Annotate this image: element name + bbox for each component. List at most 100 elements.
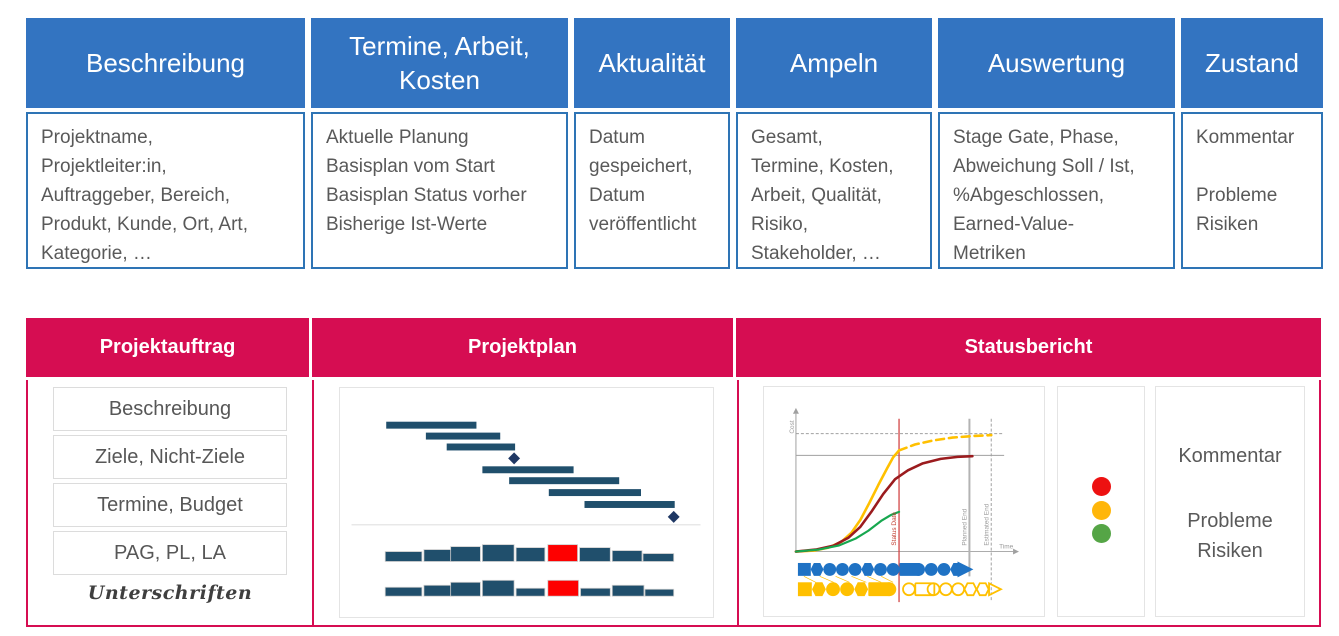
gantt-bar [482,466,574,474]
gantt-bar [425,432,501,440]
top-table: Beschreibung Termine, Arbeit, Kosten Akt… [26,18,1323,269]
comment-panel: Kommentar Probleme Risiken [1155,386,1305,617]
shape-connector-line [803,576,816,583]
auftrag-box-pag-pl-la: PAG, PL, LA [53,531,287,575]
gantt-bar [509,477,620,485]
top-body-zustand: Kommentar Probleme Risiken [1181,112,1323,269]
shape-connector-line [851,576,867,583]
cost-axis-label: Cost [789,420,796,433]
column-divider-2 [737,380,739,625]
top-body-auswertung: Stage Gate, Phase, Abweichung Soll / Ist… [938,112,1175,269]
status-date-label: Status Date [891,512,898,546]
timeline-shape-blue [874,562,887,576]
timeline-shape-blue [848,562,862,576]
top-header-beschreibung: Beschreibung [26,18,305,108]
gantt-bar [446,443,516,451]
workload-bar-overload [547,579,579,597]
statusbericht-chart-panel: Cost Time Status Date Planned End Estimated … [763,386,1045,617]
evm-chart: Cost Time Status Date Planned End Estimated … [789,407,1019,603]
estimated-end-label: Estimated End [983,503,990,545]
shape-connector-line [881,576,894,583]
shape-connector-line [867,576,882,583]
gantt-bar [584,501,675,508]
timeline-shape-yellow-open [975,582,990,597]
gantt-chart [351,421,701,597]
traffic-light-green [1092,524,1111,543]
forecast-curve [897,433,993,452]
bottom-header-projektauftrag: Projektauftrag [26,318,309,377]
auftrag-box-termine-budget: Termine, Budget [53,483,287,527]
comment-kommentar: Kommentar [1178,445,1282,467]
workload-bar [515,587,546,597]
workload-bar [423,549,455,562]
workload-bar [580,587,611,597]
top-body-beschreibung: Projektname, Projektleiter:in, Auftragge… [26,112,305,269]
gantt-bar [386,421,477,429]
workload-bar [515,547,546,562]
workload-bar [579,547,611,562]
top-body-termine-arbeit-kosten: Aktuelle Planung Basisplan vom Start Bas… [311,112,568,269]
timeline-arrow-blue-icon [957,561,974,578]
workload-bar [611,584,645,597]
top-header-termine-arbeit-kosten: Termine, Arbeit, Kosten [311,18,568,108]
timeline-shape-yellow-done [854,582,869,597]
timeline-shape-blue [823,562,837,576]
timeline-shape-blue [924,562,938,576]
top-header-aktualitaet: Aktualität [574,18,730,108]
timeline-shape-yellow-open [988,581,1003,597]
comment-probleme-risiken: Probleme Risiken [1187,510,1273,562]
top-header-row: Beschreibung Termine, Arbeit, Kosten Akt… [26,18,1323,108]
workload-bar [384,551,423,562]
workload-bar [450,581,481,597]
timeline-shape-yellow-open [914,582,936,597]
bottom-header-statusbericht: Statusbericht [736,318,1321,377]
top-header-zustand: Zustand [1181,18,1323,108]
auftrag-box-ziele: Ziele, Nicht-Ziele [53,435,287,479]
traffic-light-red [1092,477,1111,496]
top-body-aktualitaet: Datum gespeichert, Datum veröffentlicht [574,112,730,269]
bottom-header-projektplan: Projektplan [312,318,733,377]
timeline-shape-yellow-done [797,582,812,597]
x-axis-arrow-icon [1013,548,1019,555]
timeline-shape-yellow-open [951,582,965,597]
workload-bar [642,553,675,562]
traffic-light-panel [1057,386,1145,617]
column-divider-1 [312,380,314,625]
workload-bar [384,586,423,597]
traffic-light-amber [1092,501,1111,520]
auftrag-box-beschreibung: Beschreibung [53,387,287,431]
projektplan-panel [339,387,714,618]
actual-cost-curve [794,449,901,553]
planned-end-label: Planned End [961,508,968,545]
top-body-ampeln: Gesamt, Termine, Kosten, Arbeit, Qualitä… [736,112,932,269]
workload-bar [611,550,643,562]
workload-bar [450,546,481,562]
bottom-table: Projektauftrag Projektplan Statusbericht… [26,318,1321,627]
workload-bar-overload [547,544,578,562]
workload-bar [481,579,515,597]
shape-connector-line [819,576,834,583]
timeline-shape-yellow-open [938,582,953,597]
time-axis-label: Time [999,544,1013,551]
milestone-diamond-icon [667,510,680,523]
bottom-header-row: Projektauftrag Projektplan Statusbericht [26,318,1321,377]
workload-bar [481,544,515,562]
timeline-shape-blue [861,562,875,576]
timeline-shape-yellow-done [826,582,840,597]
earned-value-curve [794,510,901,553]
workload-bar [644,588,675,597]
workload-bar [423,584,455,597]
timeline-shape-blue [835,562,849,576]
timeline-shape-yellow-done [812,582,826,597]
top-header-auswertung: Auswertung [938,18,1175,108]
timeline-shape-yellow-done [882,582,897,597]
top-header-ampeln: Ampeln [736,18,932,108]
planned-value-curve [794,454,974,553]
gantt-bar [548,489,641,497]
timeline-shape-blue [912,562,926,576]
bottom-body: Beschreibung Ziele, Nicht-Ziele Termine,… [26,380,1321,627]
timeline-shape-blue [886,562,900,576]
timeline-shape-blue [797,562,811,576]
y-axis-arrow-icon [792,407,799,414]
